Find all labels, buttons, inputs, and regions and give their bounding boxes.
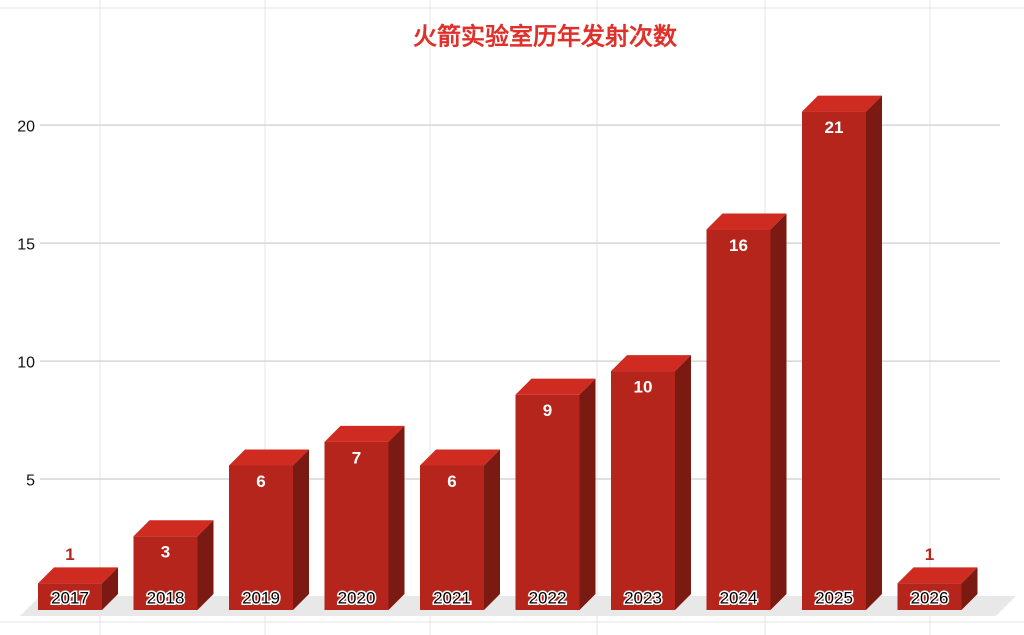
bar-side <box>197 520 214 610</box>
bar-top <box>229 449 309 466</box>
bar-top <box>324 425 405 442</box>
data-label: 1 <box>925 545 934 564</box>
bar <box>515 378 596 610</box>
bar-top <box>133 520 214 537</box>
y-tick-label: 10 <box>17 354 35 371</box>
x-tick-label: 2026 <box>911 588 949 607</box>
bar <box>802 95 882 610</box>
bar <box>420 449 500 610</box>
bar-top <box>420 449 500 466</box>
x-tick-label: 2022 <box>529 588 567 607</box>
x-tick-label: 2023 <box>624 588 662 607</box>
bar-side <box>293 449 309 610</box>
data-label: 10 <box>634 378 653 397</box>
bar-side <box>102 567 118 610</box>
x-tick-label: 2020 <box>338 588 376 607</box>
data-label: 16 <box>729 236 748 255</box>
bar-front <box>133 536 198 610</box>
bar-front <box>420 465 484 610</box>
data-label: 1 <box>65 545 74 564</box>
bar-side <box>961 567 978 610</box>
bar-front <box>611 371 675 610</box>
x-tick-label: 2024 <box>720 588 758 607</box>
x-tick-label: 2021 <box>433 588 471 607</box>
bar-side <box>388 425 405 610</box>
chart-title: 火箭实验室历年发射次数 <box>413 22 678 50</box>
data-label: 6 <box>447 472 456 491</box>
bar-front <box>324 441 389 610</box>
bar-top <box>515 378 596 395</box>
bar-top <box>611 355 691 372</box>
bar-front <box>706 229 771 610</box>
bar-front <box>38 583 102 610</box>
bar-top <box>897 567 978 584</box>
x-tick-label: 2019 <box>242 588 280 607</box>
bar-side <box>770 213 787 610</box>
x-tick-label: 2025 <box>815 588 853 607</box>
bar-side <box>675 355 691 610</box>
data-label: 3 <box>161 543 170 562</box>
bar-side <box>484 449 500 610</box>
data-label: 9 <box>543 401 552 420</box>
data-label: 7 <box>352 448 361 467</box>
bar <box>229 449 309 610</box>
bar-side <box>866 95 882 610</box>
y-tick-label: 5 <box>26 472 35 489</box>
bar <box>611 355 691 610</box>
y-tick-label: 20 <box>17 118 35 135</box>
bar-top <box>38 567 118 584</box>
bar-top <box>802 95 882 112</box>
x-tick-label: 2018 <box>147 588 185 607</box>
bar <box>324 425 405 610</box>
bar-front <box>897 583 962 610</box>
bar-front <box>802 111 866 610</box>
bar-front <box>515 394 580 610</box>
bar <box>38 567 118 610</box>
bar <box>706 213 787 610</box>
y-tick-label: 15 <box>17 236 35 253</box>
x-tick-label: 2017 <box>51 588 89 607</box>
bar-front <box>229 465 293 610</box>
bar-top <box>706 213 787 230</box>
bar-side <box>579 378 596 610</box>
bar <box>133 520 214 610</box>
data-label: 21 <box>825 118 844 137</box>
bar <box>897 567 978 610</box>
data-label: 6 <box>256 472 265 491</box>
